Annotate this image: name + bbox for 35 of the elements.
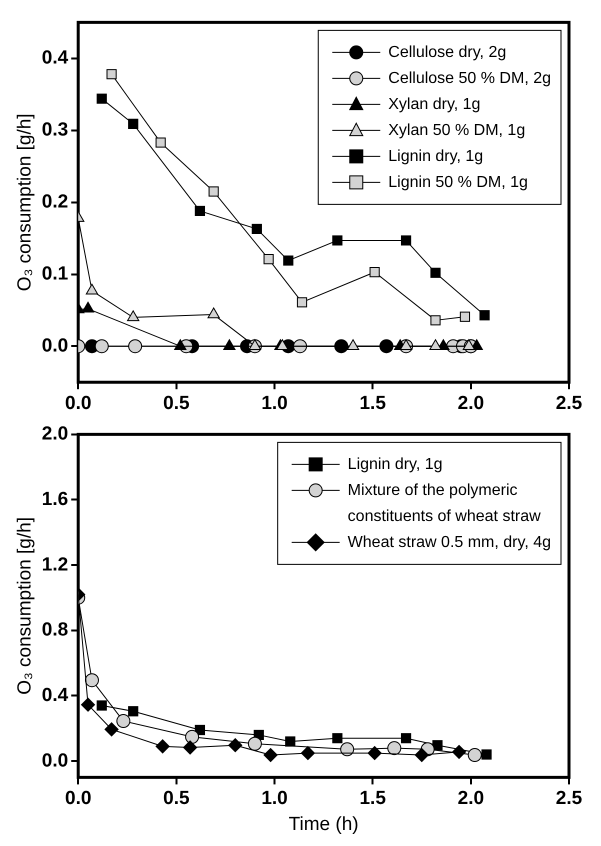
x-tick-label: 0.0: [65, 788, 92, 810]
y-tick-label: 1.2: [42, 554, 68, 576]
legend-label: Lignin dry, 1g: [348, 456, 443, 473]
x-tick-label: 1.5: [359, 392, 386, 414]
y-tick-label: 0.0: [42, 750, 68, 772]
x-tick-label: 0.5: [163, 788, 190, 810]
legend-label: Wheat straw 0.5 mm, dry, 4g: [348, 534, 552, 551]
y-tick-label: 2.0: [42, 424, 68, 445]
y-tick-label: 0.1: [42, 263, 69, 284]
y-axis-title: O₃ consumption [g/h]: [14, 517, 36, 695]
legend-label: Cellulose 50 % DM, 2g: [388, 70, 552, 87]
y-tick-label: 0.4: [42, 684, 69, 706]
y-axis-title: O₃ consumption [g/h]: [14, 113, 36, 292]
y-tick-label: 0.0: [42, 335, 68, 356]
x-tick-label: 2.0: [458, 392, 484, 414]
x-axis-title: Time (h): [288, 814, 359, 835]
legend-label: Mixture of the polymeric constituents of wheat straw: [348, 482, 542, 525]
legend-label: Cellulose dry, 2g: [388, 44, 506, 61]
legend-label: Lignin dry, 1g: [388, 148, 484, 165]
x-tick-label: 1.0: [261, 788, 288, 810]
x-tick-label: 2.5: [556, 392, 583, 414]
x-tick-label: 0.0: [65, 392, 92, 414]
x-tick-label: 2.5: [556, 788, 583, 810]
x-tick-label: 1.5: [359, 788, 386, 810]
y-tick-label: 0.8: [42, 620, 68, 641]
x-tick-label: 0.5: [163, 392, 190, 414]
legend-label: Lignin 50 % DM, 1g: [388, 174, 528, 191]
y-tick-label: 0.2: [42, 192, 68, 213]
x-tick-label: 2.0: [458, 788, 484, 810]
y-tick-label: 0.4: [42, 48, 69, 69]
legend-label: Xylan 50 % DM, 1g: [388, 122, 526, 139]
y-tick-label: 1.6: [42, 488, 68, 510]
y-tick-label: 0.3: [42, 120, 68, 141]
x-tick-label: 1.0: [261, 392, 288, 414]
legend-label: Xylan dry, 1g: [388, 96, 480, 113]
